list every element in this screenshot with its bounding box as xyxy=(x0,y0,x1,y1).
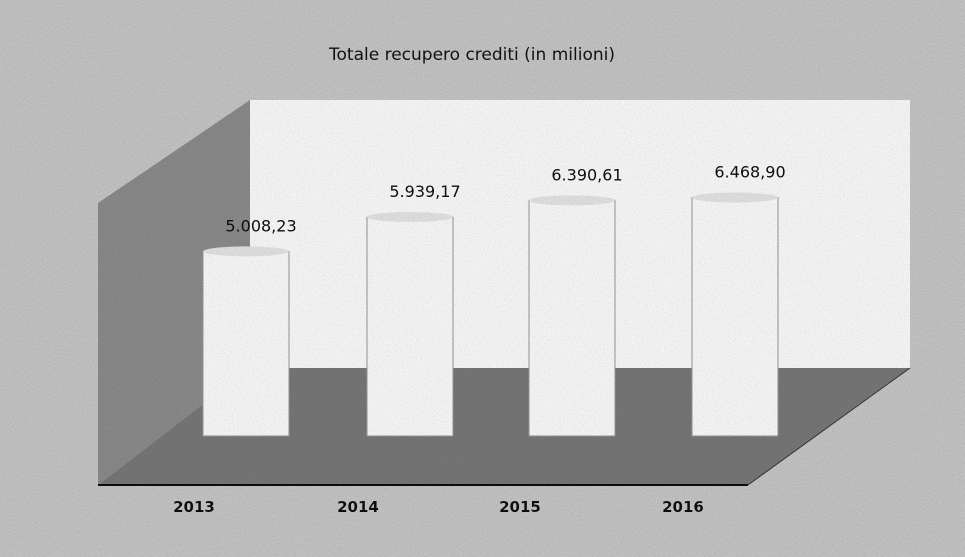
chart-title: Totale recupero crediti (in milioni) xyxy=(328,45,615,65)
bar-top-2016 xyxy=(692,192,778,203)
bar-2016[interactable] xyxy=(691,197,779,437)
x-tick-label-2014: 2014 xyxy=(337,498,379,516)
bar-2013[interactable] xyxy=(202,250,290,437)
x-tick-label-2013: 2013 xyxy=(173,498,215,516)
bar-2015[interactable] xyxy=(528,199,616,437)
floor-edge xyxy=(747,367,911,486)
data-label-2014: 5.939,17 xyxy=(389,182,460,201)
bar-top-2015 xyxy=(529,195,615,206)
bar-top-2014 xyxy=(367,212,453,223)
x-tick-label-2015: 2015 xyxy=(499,498,541,516)
data-label-2015: 6.390,61 xyxy=(551,165,622,184)
data-label-2016: 6.468,90 xyxy=(714,163,785,182)
data-label-2013: 5.008,23 xyxy=(225,216,296,235)
x-tick-label-2016: 2016 xyxy=(662,498,704,516)
bar-top-2013 xyxy=(203,246,289,257)
